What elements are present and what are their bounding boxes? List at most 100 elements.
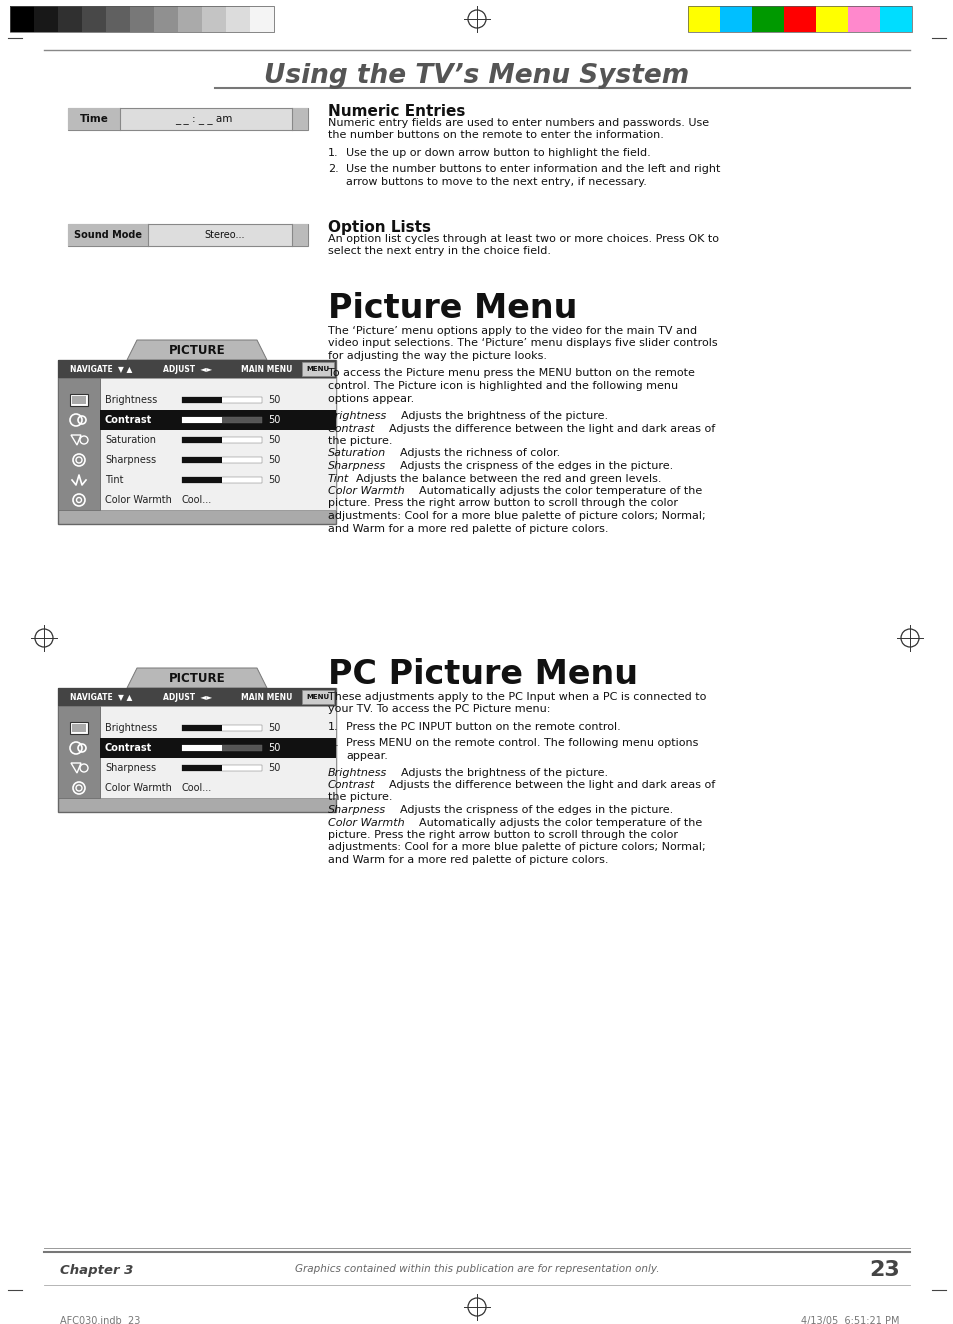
Text: Numeric Entries: Numeric Entries [328,105,465,119]
Text: 1.: 1. [328,722,338,732]
Text: Contrast: Contrast [105,414,152,425]
Text: 23: 23 [868,1260,899,1280]
Bar [182,417,222,422]
Text: 50: 50 [268,395,280,405]
Bar [182,745,262,751]
Text: and Warm for a more red palette of picture colors.: and Warm for a more red palette of pictu… [328,523,608,534]
Text: Option Lists: Option Lists [328,220,431,234]
Polygon shape [127,340,267,360]
Bar [182,437,222,444]
Text: Adjusts the crispness of the edges in the picture.: Adjusts the crispness of the edges in th… [386,461,673,471]
Text: 50: 50 [268,414,280,425]
Text: Brightness: Brightness [105,395,157,405]
Text: Use the number buttons to enter information and the left and right: Use the number buttons to enter informat… [346,164,720,175]
Text: MENU: MENU [306,365,329,372]
Bar [10,7,274,32]
Text: and Warm for a more red palette of picture colors.: and Warm for a more red palette of pictu… [328,855,608,865]
Text: select the next entry in the choice field.: select the next entry in the choice fiel… [328,246,551,257]
Text: Brightness: Brightness [328,768,387,777]
Bar [202,7,226,32]
Bar [100,737,335,759]
Bar [182,397,262,402]
Text: Press MENU on the remote control. The following menu options: Press MENU on the remote control. The fo… [346,739,698,748]
Text: Cool...: Cool... [182,782,212,793]
Bar [68,109,308,130]
Text: Sound Mode: Sound Mode [74,230,142,240]
Bar [302,690,334,704]
Bar [815,7,847,32]
Text: Cool...: Cool... [182,495,212,504]
Text: 2.: 2. [328,739,338,748]
Text: 50: 50 [268,723,280,733]
Bar [100,377,335,510]
Bar [71,396,86,404]
Text: Adjusts the richness of color.: Adjusts the richness of color. [386,449,559,458]
Text: Adjusts the brightness of the picture.: Adjusts the brightness of the picture. [387,768,608,777]
Text: Tint: Tint [105,475,123,485]
Text: your TV. To access the PC Picture menu:: your TV. To access the PC Picture menu: [328,704,550,715]
Text: 50: 50 [268,743,280,753]
Bar [182,765,262,771]
Text: Chapter 3: Chapter 3 [60,1264,133,1278]
Bar [182,457,222,463]
Bar [226,7,250,32]
Bar [250,7,274,32]
Bar [182,726,222,731]
Bar [58,688,335,812]
Text: NAVIGATE  ▼ ▲: NAVIGATE ▼ ▲ [70,692,132,702]
Bar [182,477,222,483]
Bar [292,224,308,246]
Text: picture. Press the right arrow button to scroll through the color: picture. Press the right arrow button to… [328,830,678,839]
Text: An option list cycles through at least two or more choices. Press OK to: An option list cycles through at least t… [328,234,719,244]
Bar [58,377,100,510]
Bar [720,7,751,32]
Bar [687,7,911,32]
Text: Adjusts the difference between the light and dark areas of: Adjusts the difference between the light… [375,780,715,790]
Text: The ‘Picture’ menu options apply to the video for the main TV and: The ‘Picture’ menu options apply to the … [328,326,697,336]
Bar [58,360,335,524]
Text: for adjusting the way the picture looks.: for adjusting the way the picture looks. [328,351,546,361]
Text: Color Warmth: Color Warmth [328,486,404,496]
Bar [687,7,720,32]
Bar [68,224,308,246]
Bar [182,397,222,402]
Bar [847,7,879,32]
Bar [153,7,178,32]
Bar [82,7,106,32]
Bar [100,410,335,430]
Text: Automatically adjusts the color temperature of the: Automatically adjusts the color temperat… [404,486,701,496]
Text: Contrast: Contrast [328,780,375,790]
Text: AFC030.indb  23: AFC030.indb 23 [60,1316,140,1324]
Text: Using the TV’s Menu System: Using the TV’s Menu System [264,64,689,89]
Text: Adjusts the balance between the red and green levels.: Adjusts the balance between the red and … [349,474,661,483]
Text: Stereo...: Stereo... [205,230,245,240]
Text: control. The Picture icon is highlighted and the following menu: control. The Picture icon is highlighted… [328,381,678,391]
Text: Contrast: Contrast [105,743,152,753]
Text: NAVIGATE  ▼ ▲: NAVIGATE ▼ ▲ [70,364,132,373]
Text: MENU: MENU [306,694,329,700]
Text: video input selections. The ‘Picture’ menu displays five slider controls: video input selections. The ‘Picture’ me… [328,339,717,348]
Text: adjustments: Cool for a more blue palette of picture colors; Normal;: adjustments: Cool for a more blue palett… [328,842,705,853]
Bar [182,477,262,483]
Text: PICTURE: PICTURE [169,671,225,685]
Text: 50: 50 [268,475,280,485]
Text: MAIN MENU: MAIN MENU [241,364,292,373]
Text: Picture Menu: Picture Menu [328,293,577,324]
Bar [182,417,262,422]
Bar [100,706,335,798]
Text: ADJUST  ◄►: ADJUST ◄► [163,692,212,702]
Bar [34,7,58,32]
Bar [58,688,335,706]
Text: To access the Picture menu press the MENU button on the remote: To access the Picture menu press the MEN… [328,368,694,379]
Text: picture. Press the right arrow button to scroll through the color: picture. Press the right arrow button to… [328,499,678,508]
Bar [182,765,222,771]
Bar [58,7,82,32]
Text: Tint: Tint [328,474,349,483]
Bar [182,457,262,463]
Text: PC Picture Menu: PC Picture Menu [328,658,638,691]
Text: Numeric entry fields are used to enter numbers and passwords. Use: Numeric entry fields are used to enter n… [328,118,708,128]
Text: 4/13/05  6:51:21 PM: 4/13/05 6:51:21 PM [801,1316,899,1324]
Text: 50: 50 [268,455,280,465]
Text: the picture.: the picture. [328,793,392,802]
Bar [182,437,262,444]
